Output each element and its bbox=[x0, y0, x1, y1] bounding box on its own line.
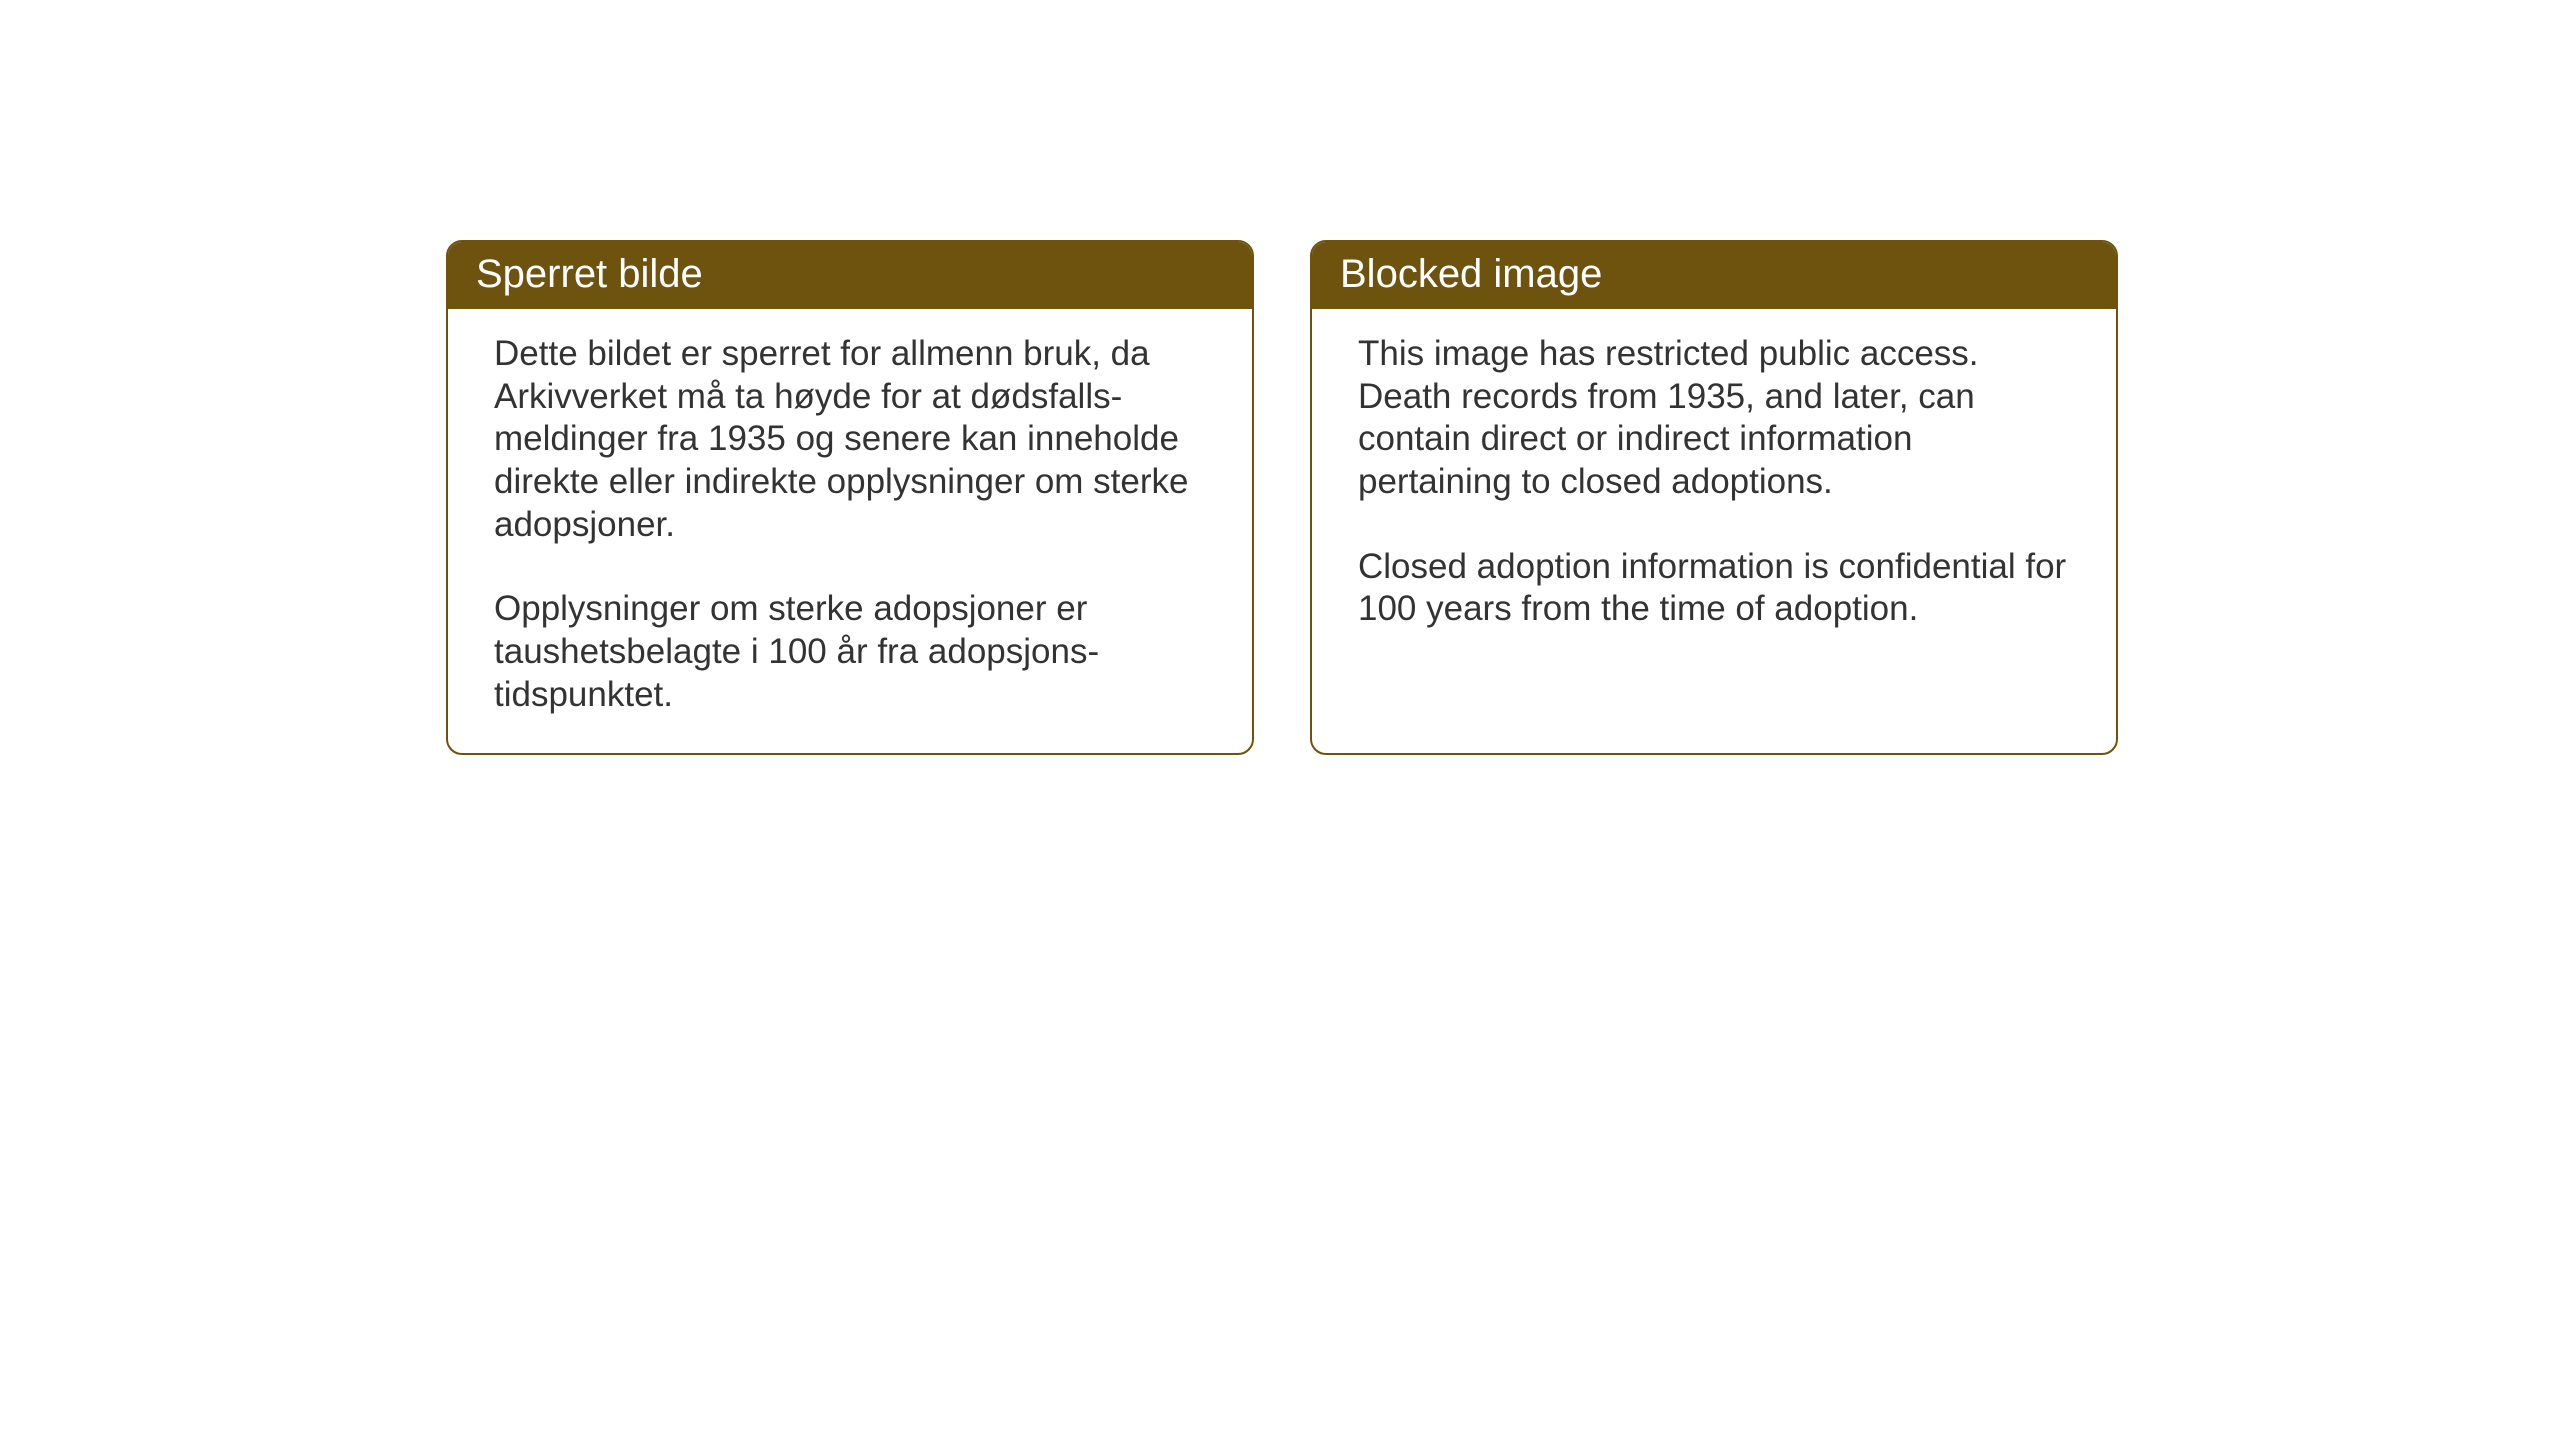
notice-title: Blocked image bbox=[1340, 252, 1602, 296]
notice-paragraph: Dette bildet er sperret for allmenn bruk… bbox=[494, 333, 1206, 546]
notice-card-body: Dette bildet er sperret for allmenn bruk… bbox=[448, 309, 1252, 753]
notice-paragraph: Closed adoption information is confident… bbox=[1358, 546, 2070, 631]
notice-card-english: Blocked image This image has restricted … bbox=[1310, 240, 2118, 755]
notice-card-header: Blocked image bbox=[1312, 242, 2116, 309]
notice-card-norwegian: Sperret bilde Dette bildet er sperret fo… bbox=[446, 240, 1254, 755]
notice-title: Sperret bilde bbox=[476, 252, 703, 296]
notice-paragraph: This image has restricted public access.… bbox=[1358, 333, 2070, 504]
notice-paragraph: Opplysninger om sterke adopsjoner er tau… bbox=[494, 588, 1206, 716]
notice-card-body: This image has restricted public access.… bbox=[1312, 309, 2116, 667]
notice-card-header: Sperret bilde bbox=[448, 242, 1252, 309]
notice-cards-container: Sperret bilde Dette bildet er sperret fo… bbox=[446, 240, 2118, 755]
